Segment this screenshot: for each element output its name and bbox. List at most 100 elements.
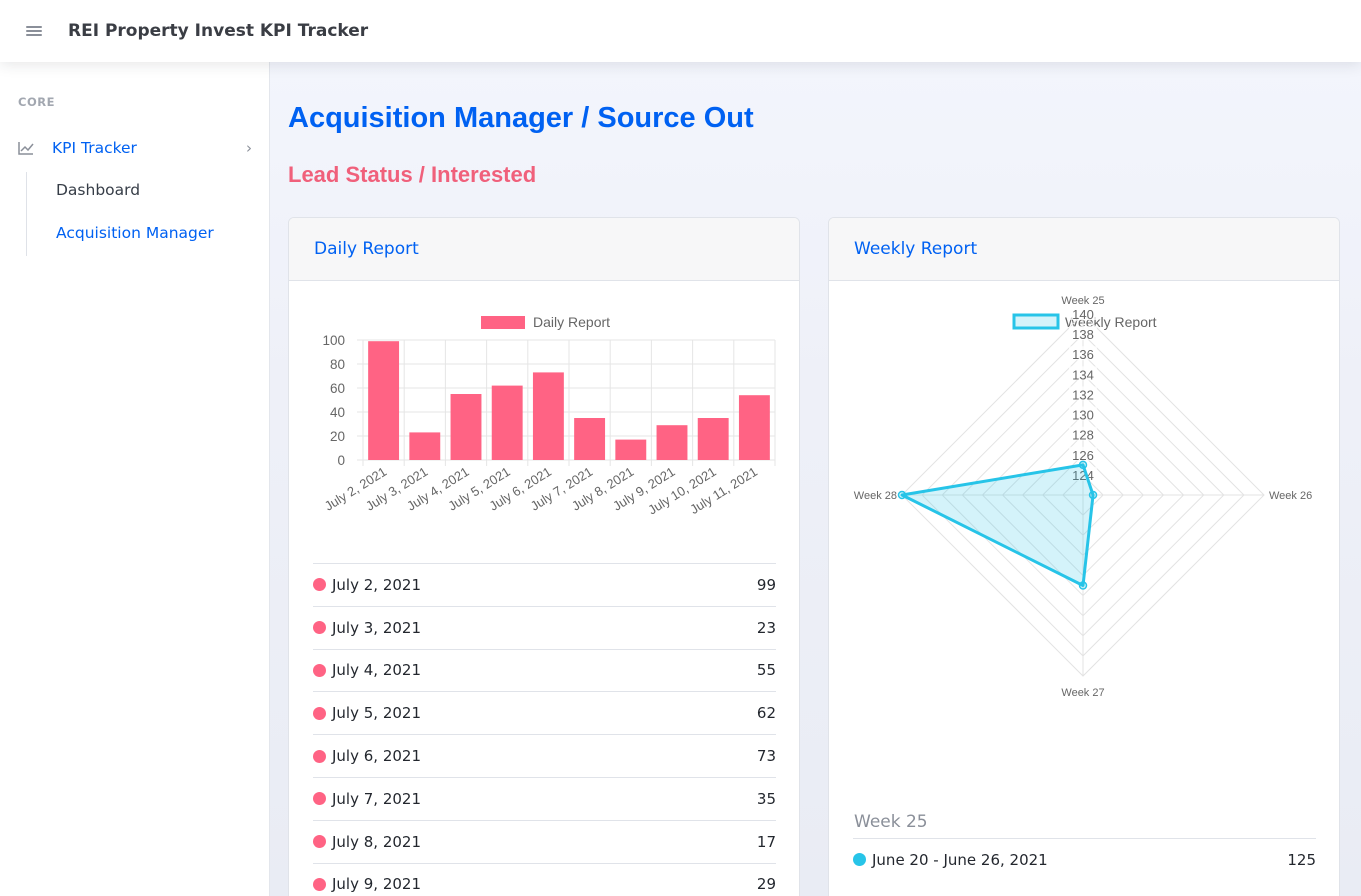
- menu-toggle-icon[interactable]: [26, 25, 42, 37]
- list-item: July 2, 2021 99: [313, 563, 776, 606]
- page-title: Acquisition Manager / Source Out: [288, 102, 754, 134]
- list-item-value: 23: [756, 618, 776, 637]
- y-tick-label: 60: [330, 381, 345, 396]
- sidebar-subitem-acquisition-manager[interactable]: Acquisition Manager: [56, 224, 214, 242]
- list-item: July 4, 2021 55: [313, 648, 776, 692]
- weekly-report-card: Weekly Report Weekly Report1241261281301…: [828, 217, 1340, 896]
- r-tick-label: 138: [1072, 327, 1094, 342]
- y-tick-label: 80: [330, 357, 345, 372]
- sidebar: CORE KPI Tracker › Dashboard Acquisition…: [0, 62, 270, 896]
- top-navbar: REI Property Invest KPI Tracker: [0, 0, 1361, 62]
- list-item-value: 29: [756, 875, 776, 894]
- list-item-label: June 20 - June 26, 2021: [872, 850, 1048, 869]
- bullet-dot-icon: [313, 792, 326, 806]
- bar: [368, 341, 400, 460]
- tick-backdrop: [1069, 326, 1097, 341]
- chevron-right-icon: ›: [246, 139, 252, 157]
- tick-backdrop: [1069, 426, 1097, 441]
- list-item: July 8, 2021 17: [313, 819, 776, 863]
- tick-backdrop: [1069, 306, 1097, 320]
- card-header: Daily Report: [289, 218, 799, 281]
- r-tick-label: 130: [1072, 408, 1094, 423]
- list-item-value: 99: [756, 575, 776, 594]
- y-tick-label: 20: [330, 429, 345, 444]
- y-tick-label: 0: [337, 453, 345, 468]
- r-tick-label: 136: [1072, 347, 1094, 362]
- app-title[interactable]: REI Property Invest KPI Tracker: [68, 21, 369, 41]
- daily-report-card: Daily Report Daily Report 0 20 40 60 80 100 Jul…: [288, 217, 800, 896]
- sidebar-item-kpi-tracker[interactable]: KPI Tracker ›: [18, 136, 258, 160]
- bullet-dot-icon: [313, 835, 326, 849]
- legend-swatch: [1012, 313, 1060, 330]
- tick-backdrop: [1069, 366, 1097, 381]
- data-point: [1088, 490, 1098, 500]
- sidebar-subitem-dashboard[interactable]: Dashboard: [56, 181, 141, 199]
- bullet-dot-icon: [313, 663, 326, 677]
- y-tick-label: 100: [322, 333, 345, 348]
- card-header: Weekly Report: [829, 218, 1339, 281]
- data-point: [1078, 581, 1088, 590]
- y-tick-label: 40: [330, 405, 345, 420]
- list-item-value: 125: [1287, 850, 1316, 869]
- bar: [656, 425, 688, 460]
- list-item-label: July 7, 2021: [332, 789, 421, 808]
- list-item-label: July 9, 2021: [332, 875, 421, 894]
- list-item-value: 35: [756, 789, 776, 808]
- bullet-dot-icon: [313, 706, 326, 720]
- main-content: Acquisition Manager / Source Out Lead St…: [270, 62, 1361, 896]
- list-item-value: 17: [756, 832, 776, 851]
- list-item-label: July 8, 2021: [332, 832, 421, 851]
- list-item-value: 55: [756, 661, 776, 680]
- legend-label: Daily Report: [533, 314, 610, 330]
- bar: [450, 394, 482, 460]
- bullet-dot-icon: [853, 853, 866, 867]
- bar: [697, 418, 729, 460]
- axis-label: Week 27: [1061, 687, 1104, 699]
- chart-line-icon: [18, 142, 34, 155]
- list-item: June 20 - June 26, 2021 125: [853, 838, 1316, 881]
- list-item-value: 62: [756, 704, 776, 723]
- r-tick-label: 140: [1072, 307, 1094, 322]
- list-item-label: July 3, 2021: [332, 618, 421, 637]
- bullet-dot-icon: [313, 621, 326, 635]
- list-item-label: July 2, 2021: [332, 575, 421, 594]
- list-item-label: July 6, 2021: [332, 747, 421, 766]
- bullet-dot-icon: [313, 749, 326, 763]
- daily-list: July 2, 2021 99 July 3, 2021 23 July 4, 2021…: [313, 563, 776, 896]
- list-item: July 3, 2021 23: [313, 605, 776, 649]
- bar: [532, 372, 564, 460]
- list-item-value: 73: [756, 747, 776, 766]
- axis-label: Week 28: [854, 490, 897, 502]
- bar: [574, 418, 606, 460]
- series-area: [900, 463, 1095, 587]
- week-section-label: Week 25: [854, 812, 928, 832]
- list-item: July 9, 2021 29: [313, 862, 776, 896]
- bar: [491, 385, 523, 460]
- card-title: Daily Report: [314, 239, 419, 259]
- tick-backdrop: [1069, 386, 1097, 401]
- page-subtitle: Lead Status / Interested: [288, 162, 537, 187]
- tick-backdrop: [1069, 346, 1097, 361]
- bullet-dot-icon: [313, 578, 326, 592]
- list-item: July 6, 2021 73: [313, 734, 776, 777]
- sidebar-item-label: KPI Tracker: [52, 139, 137, 157]
- subnav-divider: [26, 172, 27, 256]
- tick-backdrop: [1069, 406, 1097, 421]
- list-item-label: July 5, 2021: [332, 704, 421, 723]
- weekly-radar-chart: Weekly Report124126128130132134136138140…: [854, 295, 1312, 699]
- list-item: July 5, 2021 62: [313, 691, 776, 734]
- weekly-list: June 20 - June 26, 2021 125: [853, 838, 1316, 881]
- r-tick-label: 126: [1072, 448, 1094, 463]
- tick-backdrop: [1069, 446, 1097, 461]
- r-tick-label: 134: [1072, 367, 1094, 382]
- axis-label: Week 25: [1061, 295, 1104, 307]
- bar: [615, 439, 647, 460]
- axis-label: Week 26: [1269, 490, 1312, 502]
- tick-backdrop: [1069, 466, 1097, 481]
- bar: [409, 432, 441, 460]
- bullet-dot-icon: [313, 877, 326, 891]
- r-tick-label: 132: [1072, 387, 1094, 402]
- sidebar-heading: CORE: [18, 95, 55, 109]
- data-point: [1078, 460, 1088, 470]
